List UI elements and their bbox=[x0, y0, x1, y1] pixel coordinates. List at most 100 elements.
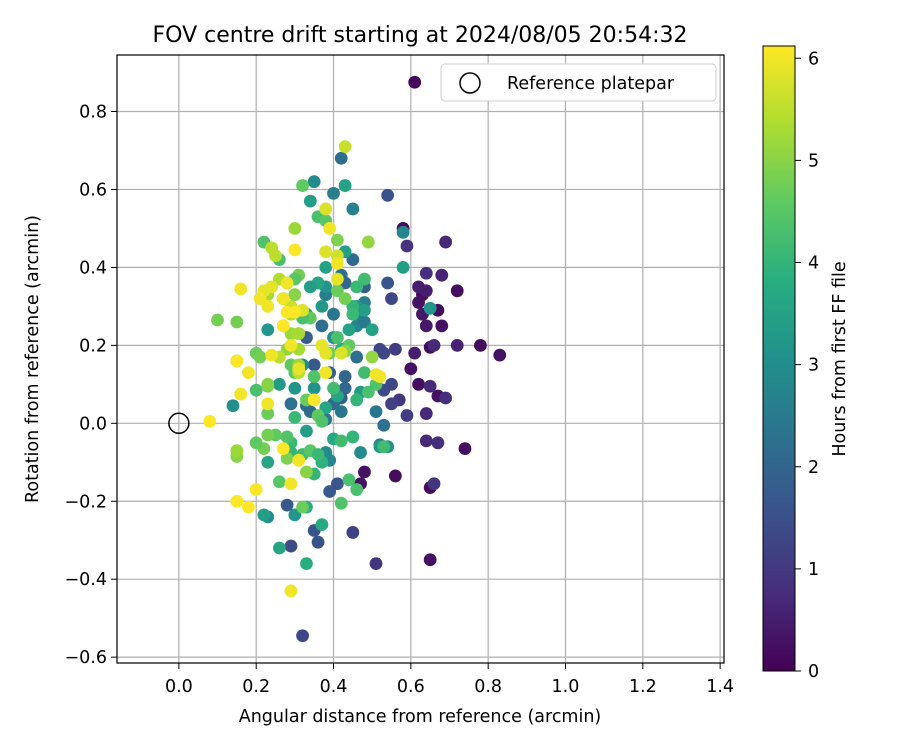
x-tick-label: 0.0 bbox=[165, 677, 193, 697]
data-point bbox=[280, 498, 294, 512]
data-point bbox=[307, 370, 321, 383]
x-axis-ticks: 0.0 0.2 0.4 0.6 0.8 1.0 1.2 1.4 bbox=[165, 663, 734, 697]
data-point bbox=[419, 434, 433, 448]
data-point bbox=[419, 266, 433, 280]
data-point bbox=[338, 140, 352, 153]
data-point bbox=[358, 272, 371, 286]
data-point bbox=[253, 292, 267, 305]
data-point bbox=[284, 584, 298, 598]
data-point bbox=[346, 253, 360, 267]
data-point bbox=[276, 319, 290, 333]
data-point bbox=[388, 469, 402, 483]
grid-lines bbox=[117, 55, 724, 663]
data-point bbox=[242, 500, 255, 514]
data-point bbox=[423, 553, 437, 567]
data-point bbox=[334, 346, 348, 360]
data-point bbox=[280, 430, 294, 444]
data-point bbox=[269, 249, 282, 263]
data-point bbox=[307, 175, 321, 189]
data-point bbox=[330, 233, 344, 247]
y-tick-label: 0.2 bbox=[79, 336, 107, 356]
reference-platepar-marker bbox=[168, 412, 190, 435]
data-point bbox=[280, 276, 294, 290]
data-point bbox=[350, 350, 364, 364]
data-point bbox=[319, 346, 333, 360]
data-point bbox=[319, 245, 333, 259]
data-point bbox=[296, 629, 309, 643]
data-point bbox=[284, 338, 298, 352]
y-axis-label: Rotation from reference (arcmin) bbox=[23, 215, 43, 503]
data-point bbox=[346, 307, 360, 321]
data-point bbox=[253, 350, 267, 364]
data-point bbox=[350, 280, 364, 294]
data-point bbox=[315, 518, 329, 532]
data-point bbox=[230, 354, 244, 368]
data-points bbox=[203, 75, 507, 643]
x-tick-label: 0.6 bbox=[397, 677, 425, 697]
data-point bbox=[342, 473, 356, 487]
data-point bbox=[408, 346, 422, 360]
data-point bbox=[388, 342, 402, 356]
data-point bbox=[249, 483, 263, 496]
data-point bbox=[330, 257, 344, 270]
data-point bbox=[419, 407, 433, 420]
data-point bbox=[439, 391, 453, 405]
data-point bbox=[296, 500, 309, 514]
data-point bbox=[288, 222, 302, 235]
x-tick-label: 1.2 bbox=[629, 677, 657, 697]
colorbar-tick-label: 1 bbox=[808, 560, 819, 580]
data-point bbox=[249, 436, 263, 450]
data-point bbox=[377, 418, 391, 432]
data-point bbox=[303, 194, 317, 208]
data-point bbox=[300, 557, 313, 571]
data-point bbox=[300, 424, 313, 438]
colorbar-ticks: 0 1 2 3 4 5 6 bbox=[795, 49, 819, 682]
data-point bbox=[358, 315, 371, 329]
data-point bbox=[288, 305, 302, 319]
data-point bbox=[334, 405, 348, 419]
data-point bbox=[358, 366, 371, 380]
data-point bbox=[330, 284, 344, 298]
data-point bbox=[257, 508, 271, 522]
y-tick-label: −0.6 bbox=[65, 648, 108, 668]
data-point bbox=[365, 323, 379, 337]
colorbar-tick-label: 6 bbox=[808, 49, 819, 69]
data-point bbox=[385, 292, 398, 305]
data-point bbox=[381, 276, 395, 290]
data-point bbox=[230, 315, 244, 329]
data-point bbox=[284, 539, 298, 553]
data-point bbox=[400, 409, 414, 422]
data-point bbox=[288, 288, 302, 302]
data-point bbox=[381, 188, 395, 202]
data-point bbox=[315, 319, 329, 333]
data-point bbox=[435, 319, 449, 333]
y-tick-label: −0.2 bbox=[65, 492, 108, 512]
y-axis-ticks: −0.6 −0.4 −0.2 0.0 0.2 0.4 0.6 0.8 bbox=[65, 103, 117, 668]
legend: Reference platepar bbox=[440, 63, 717, 102]
data-point bbox=[292, 362, 306, 376]
data-point bbox=[358, 465, 371, 479]
data-point bbox=[319, 401, 333, 415]
data-point bbox=[338, 370, 352, 383]
data-point bbox=[385, 377, 398, 391]
x-tick-label: 0.4 bbox=[320, 677, 348, 697]
axes-frame bbox=[116, 54, 725, 664]
y-tick-label: 0.0 bbox=[79, 414, 107, 434]
data-point bbox=[354, 446, 367, 459]
data-point bbox=[319, 202, 333, 216]
data-point bbox=[346, 202, 360, 216]
data-point bbox=[377, 440, 391, 454]
data-point bbox=[334, 151, 348, 165]
data-point bbox=[249, 383, 263, 397]
y-tick-label: 0.8 bbox=[79, 103, 107, 123]
data-point bbox=[323, 222, 337, 235]
data-point bbox=[261, 407, 275, 420]
data-point bbox=[338, 292, 352, 305]
data-point bbox=[211, 313, 224, 327]
data-point bbox=[276, 292, 290, 305]
data-point bbox=[288, 508, 302, 522]
data-point bbox=[230, 444, 244, 457]
legend-label: Reference platepar bbox=[507, 74, 675, 94]
data-point bbox=[365, 350, 379, 364]
